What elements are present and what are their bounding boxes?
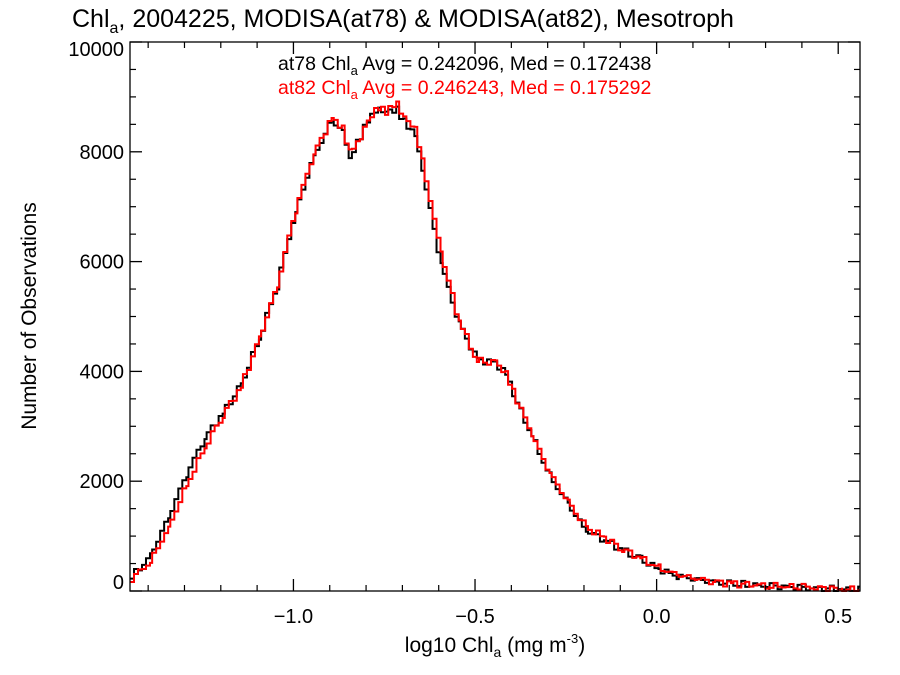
series-layer xyxy=(130,100,860,592)
y-tick-label: 0 xyxy=(113,572,124,594)
y-tick-label: 6000 xyxy=(80,252,125,274)
y-tick-label: 4000 xyxy=(80,361,125,383)
x-axis: −1.0 −0.5 0.0 0.5 xyxy=(147,42,852,628)
series-at82 xyxy=(130,100,860,592)
x-tick-label: 0.5 xyxy=(824,606,852,628)
y-axis: 0 2000 4000 6000 8000 10000 xyxy=(68,39,860,594)
legend-at82: at82 Chla Avg = 0.246243, Med = 0.175292 xyxy=(278,77,651,102)
y-tick-label: 10000 xyxy=(68,39,124,61)
x-axis-title: log10 Chla (mg m-3) xyxy=(405,631,585,660)
series-line-at82 xyxy=(130,100,860,592)
x-tick-label: −0.5 xyxy=(455,606,494,628)
y-tick-label: 8000 xyxy=(80,142,125,164)
x-tick-label: 0.0 xyxy=(643,606,671,628)
x-tick-label: −1.0 xyxy=(274,606,313,628)
y-tick-label: 2000 xyxy=(80,471,125,493)
y-axis-title: Number of Observations xyxy=(18,202,41,430)
legend-at78: at78 Chla Avg = 0.242096, Med = 0.172438 xyxy=(278,53,651,78)
chart-title: Chla, 2004225, MODISA(at78) & MODISA(at8… xyxy=(72,5,734,37)
